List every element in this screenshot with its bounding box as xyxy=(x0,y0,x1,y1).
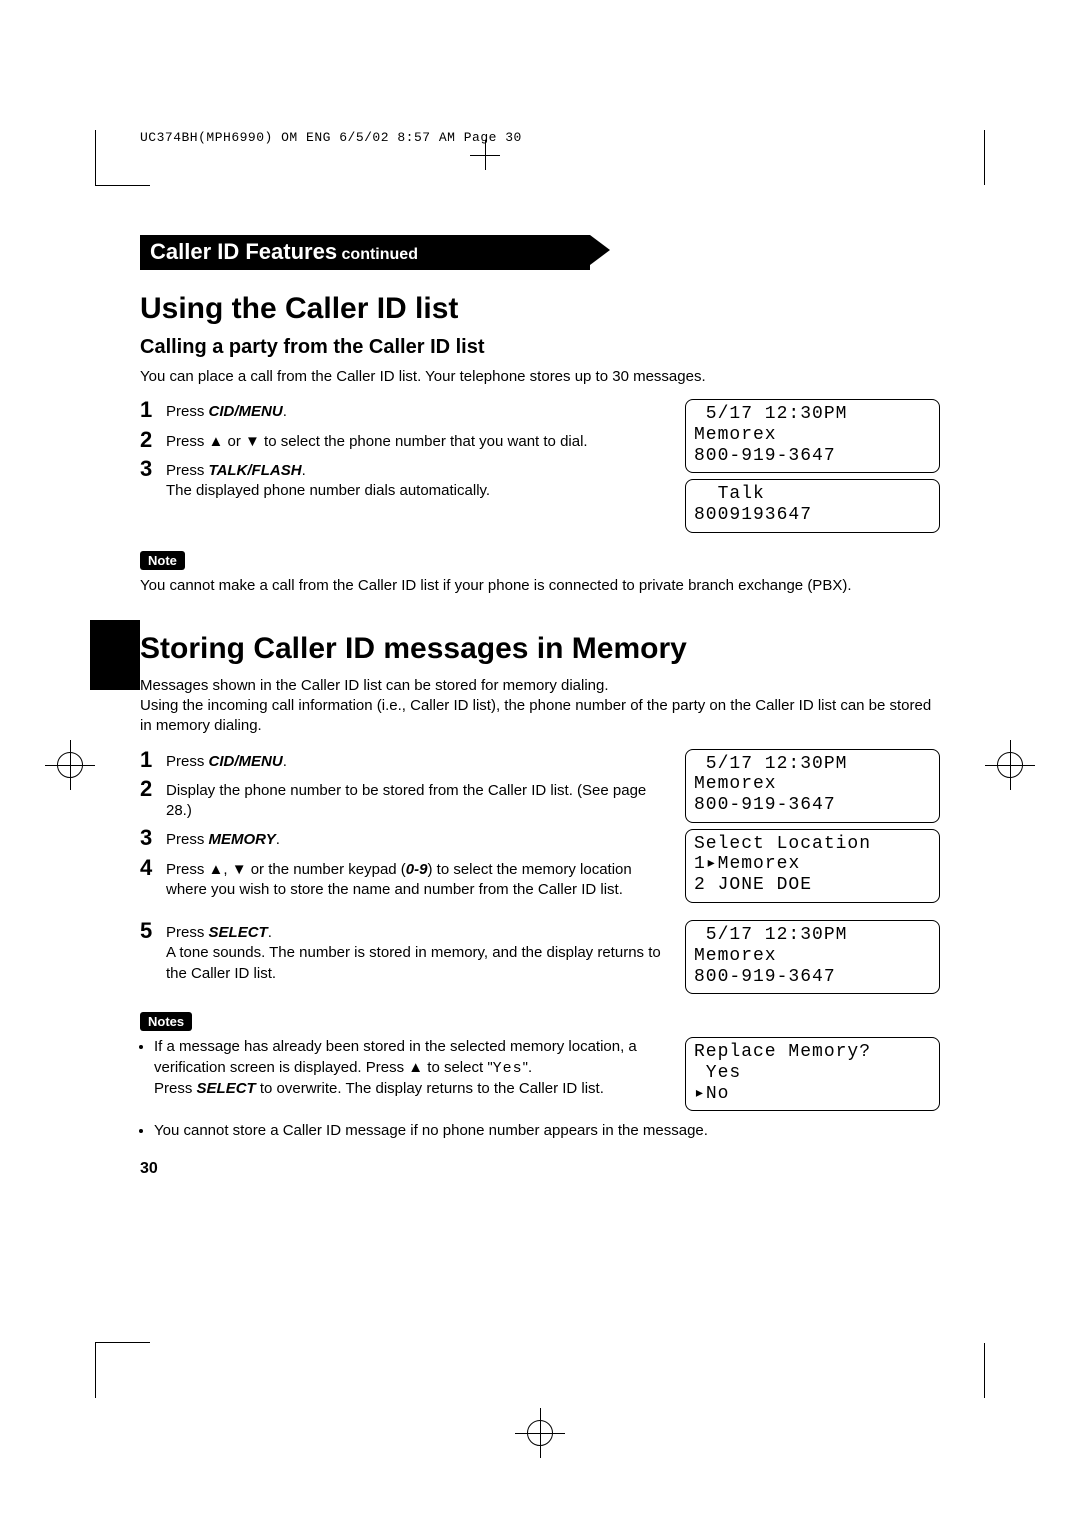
section1-heading: Using the Caller ID list xyxy=(140,292,940,326)
banner-title: Caller ID Features xyxy=(150,239,337,264)
registration-mark xyxy=(985,740,1035,790)
thumb-tab xyxy=(90,620,140,690)
step-text: . xyxy=(302,462,306,479)
section-banner: Caller ID Features continued xyxy=(140,235,590,270)
step-text: A tone sounds. The number is stored in m… xyxy=(166,944,661,981)
note-item: You cannot store a Caller ID message if … xyxy=(154,1121,940,1141)
section1-intro: You can place a call from the Caller ID … xyxy=(140,367,940,387)
key-label: SELECT xyxy=(209,924,268,941)
note-item: If a message has already been stored in … xyxy=(154,1037,665,1099)
lcd-display: Talk 8009193647 xyxy=(685,479,940,532)
registration-mark xyxy=(45,740,95,790)
lcd-display: 5/17 12:30PM Memorex 800-919-3647 xyxy=(685,749,940,823)
step-3: 3 Press TALK/FLASH. The displayed phone … xyxy=(140,458,665,502)
crop-mark xyxy=(95,1343,96,1398)
lcd-display: Select Location 1▸Memorex 2 JONE DOE xyxy=(685,829,940,903)
notes-list: If a message has already been stored in … xyxy=(140,1037,665,1105)
banner-subtitle: continued xyxy=(342,246,418,263)
notes-label: Notes xyxy=(140,1012,192,1031)
step-text: Display the phone number to be stored fr… xyxy=(166,778,665,822)
section1-subheading: Calling a party from the Caller ID list xyxy=(140,336,940,359)
step-number: 1 xyxy=(140,399,158,422)
step-text: Press ▲ or ▼ to select the phone number … xyxy=(166,429,588,452)
key-label: MEMORY xyxy=(209,831,276,848)
crop-mark xyxy=(95,1342,150,1343)
page-number: 30 xyxy=(140,1160,940,1178)
step-text: Press xyxy=(166,924,209,941)
step-text: . xyxy=(283,403,287,420)
crop-mark xyxy=(984,1343,985,1398)
step-text: . xyxy=(283,753,287,770)
key-label: TALK/FLASH xyxy=(209,462,302,479)
step-number: 3 xyxy=(140,458,158,502)
step-text: Press xyxy=(166,753,209,770)
crop-mark xyxy=(984,130,985,185)
lcd-display: Replace Memory? Yes ▸No xyxy=(685,1037,940,1111)
step-3: 3 Press MEMORY. xyxy=(140,827,665,850)
step-number: 2 xyxy=(140,778,158,822)
page-content: UC374BH(MPH6990) OM ENG 6/5/02 8:57 AM P… xyxy=(140,130,940,1178)
step-text: Press xyxy=(166,403,209,420)
step-5: 5 Press SELECT. A tone sounds. The numbe… xyxy=(140,920,665,984)
key-label: CID/MENU xyxy=(209,753,283,770)
step-text: Press xyxy=(166,462,209,479)
step-number: 1 xyxy=(140,749,158,772)
notes-list: You cannot store a Caller ID message if … xyxy=(140,1121,940,1141)
step-text: . xyxy=(276,831,280,848)
step-text: . xyxy=(268,924,272,941)
step-number: 4 xyxy=(140,857,158,901)
lcd-display: 5/17 12:30PM Memorex 800-919-3647 xyxy=(685,399,940,473)
step-1: 1 Press CID/MENU. xyxy=(140,399,665,422)
step-2: 2 Display the phone number to be stored … xyxy=(140,778,665,822)
print-header-meta: UC374BH(MPH6990) OM ENG 6/5/02 8:57 AM P… xyxy=(140,130,940,145)
note-text: You cannot make a call from the Caller I… xyxy=(140,576,940,596)
section2-intro: Messages shown in the Caller ID list can… xyxy=(140,676,940,737)
step-2: 2 Press ▲ or ▼ to select the phone numbe… xyxy=(140,429,665,452)
key-label: CID/MENU xyxy=(209,403,283,420)
step-1: 1 Press CID/MENU. xyxy=(140,749,665,772)
crop-mark xyxy=(95,130,96,185)
step-text: The displayed phone number dials automat… xyxy=(166,482,490,499)
step-number: 2 xyxy=(140,429,158,452)
note-label: Note xyxy=(140,551,185,570)
key-label: SELECT xyxy=(197,1080,256,1097)
step-4: 4 Press ▲, ▼ or the number keypad (0-9) … xyxy=(140,857,665,901)
step-number: 3 xyxy=(140,827,158,850)
step-number: 5 xyxy=(140,920,158,984)
lcd-display: 5/17 12:30PM Memorex 800-919-3647 xyxy=(685,920,940,994)
step-text: Press ▲, ▼ or the number keypad ( xyxy=(166,861,406,878)
key-label: 0-9 xyxy=(406,861,428,878)
registration-mark xyxy=(515,1408,565,1458)
step-text: Press xyxy=(166,831,209,848)
section2-heading: Storing Caller ID messages in Memory xyxy=(140,632,940,666)
